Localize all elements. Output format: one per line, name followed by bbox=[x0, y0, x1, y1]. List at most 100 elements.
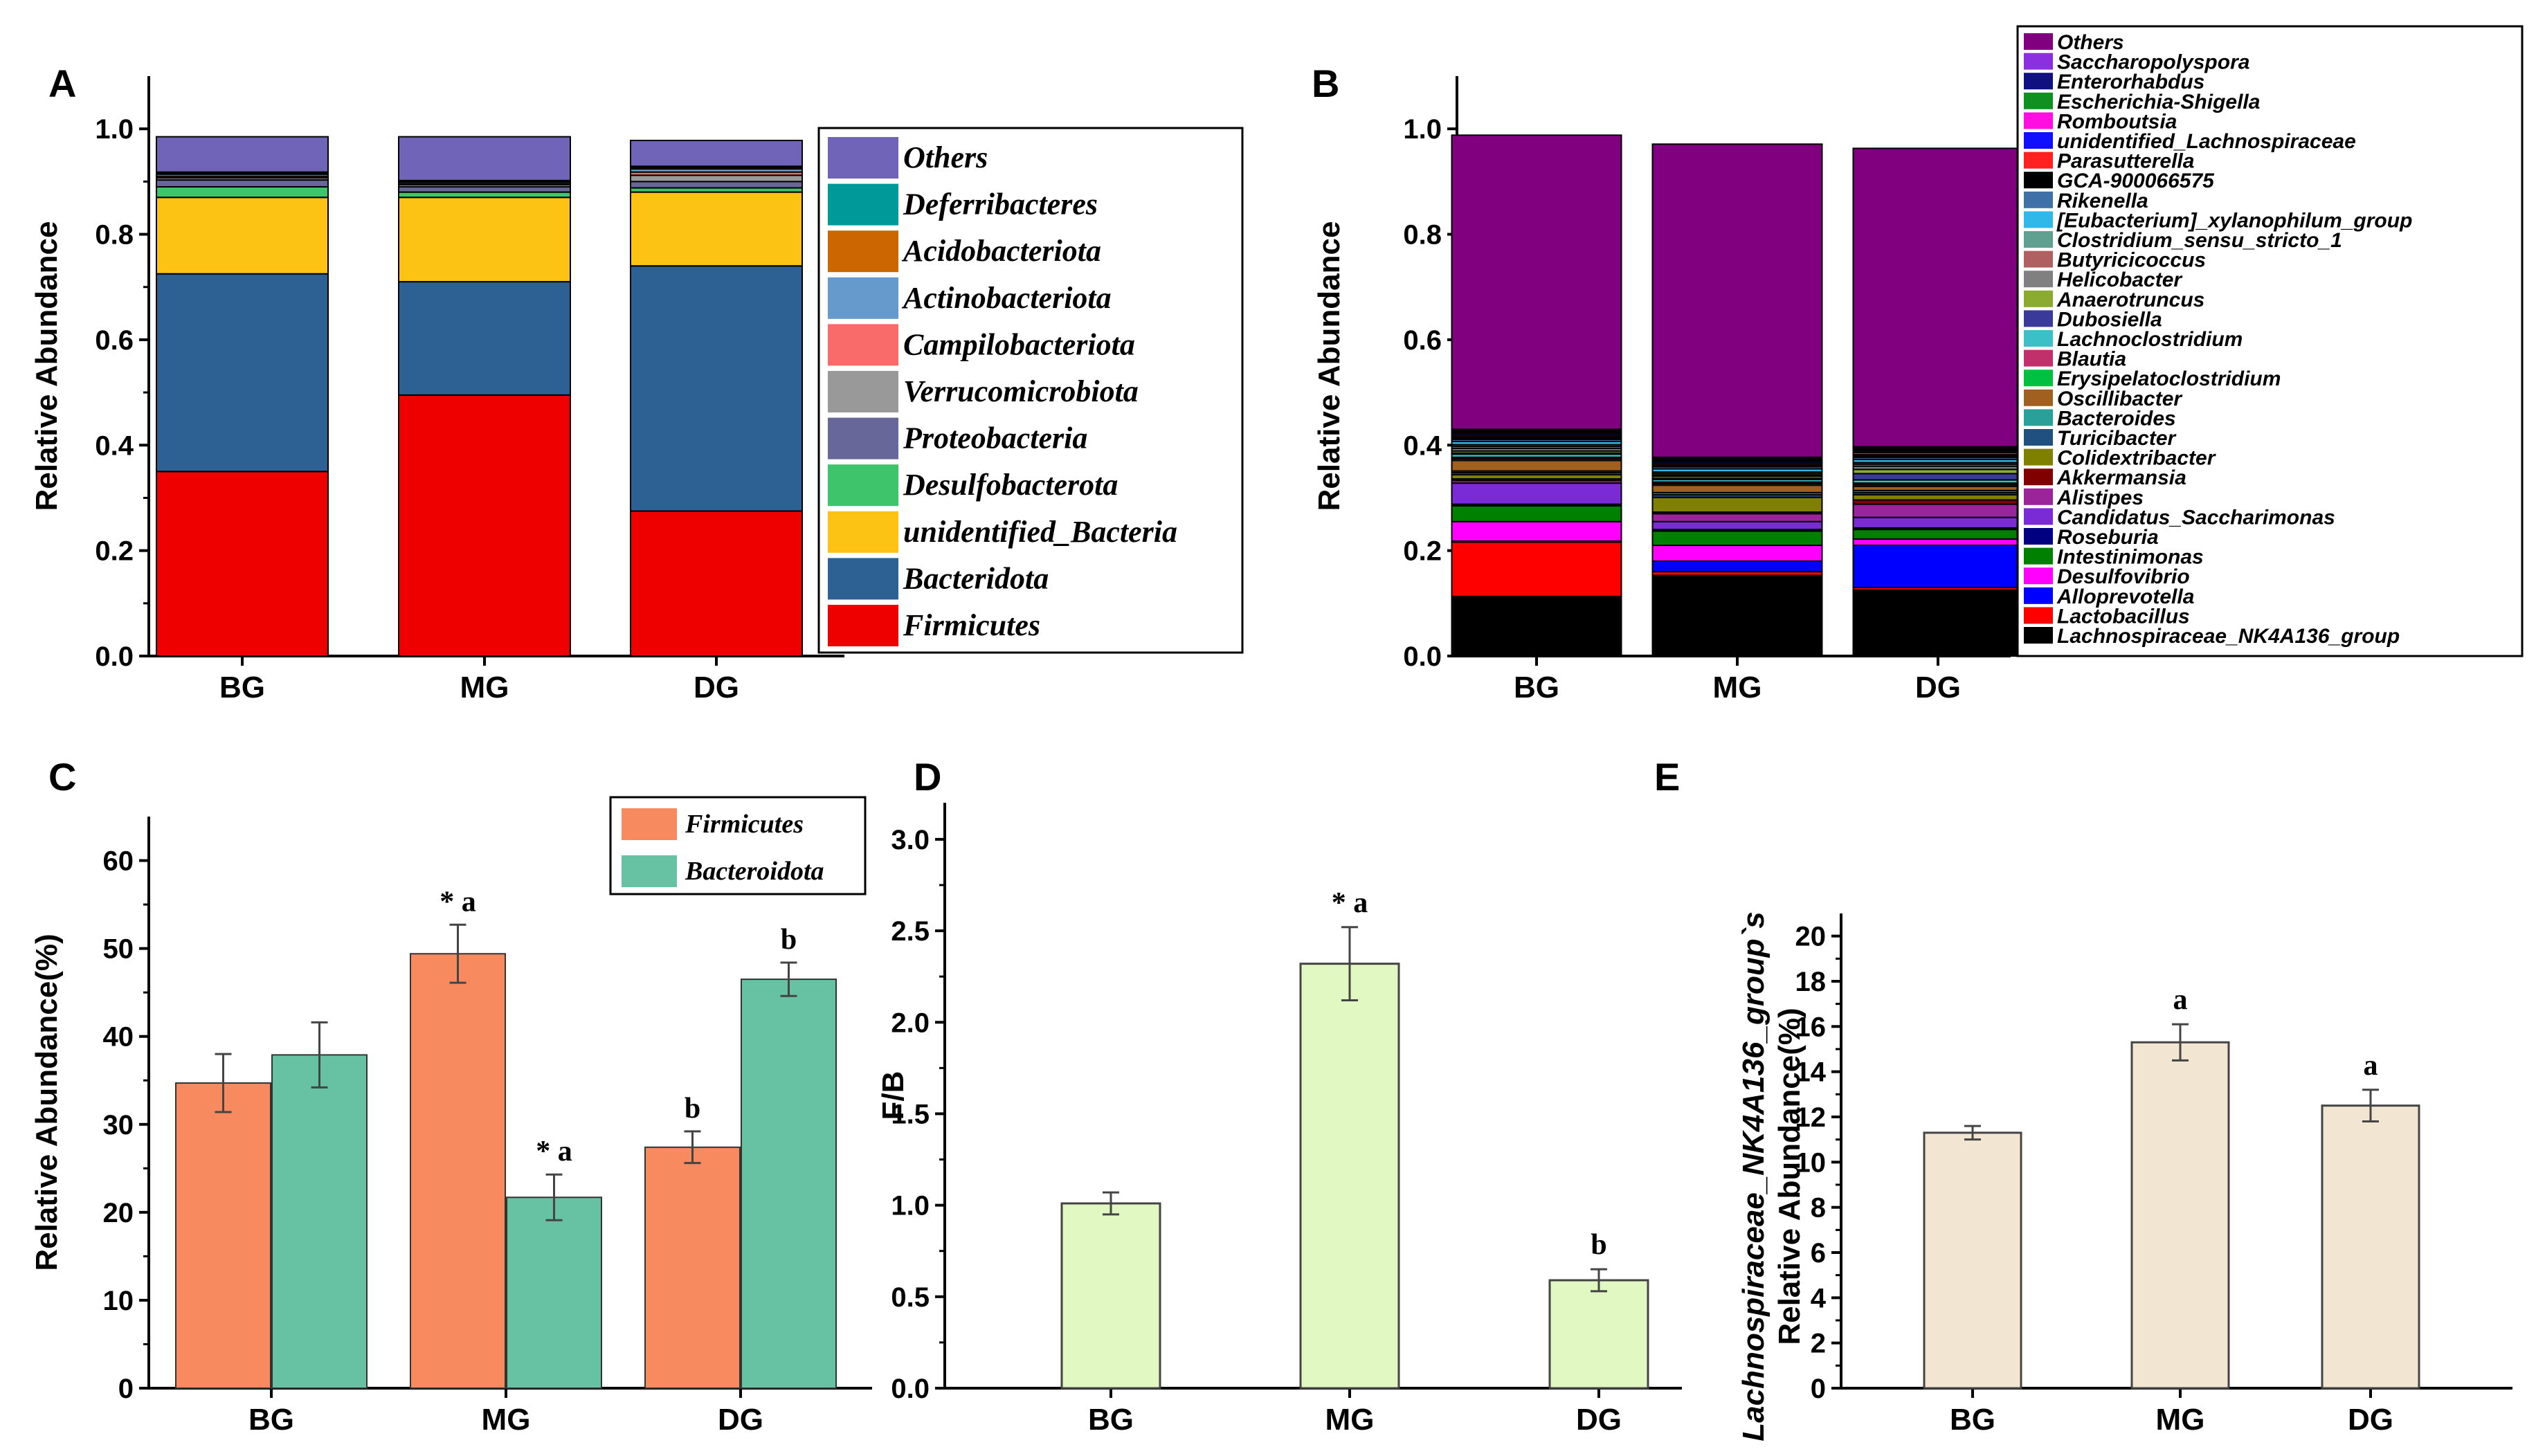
legend-swatch-B bbox=[2024, 132, 2053, 149]
legend-label-B: Dubosiella bbox=[2057, 308, 2162, 331]
legend-swatch-B bbox=[2024, 191, 2053, 208]
legend-swatch-B bbox=[2024, 211, 2053, 228]
bar-segment-B-MG-12 bbox=[1651, 484, 1823, 493]
legend-label-B: Bacteroides bbox=[2057, 407, 2176, 430]
bar-segment-B-MG-3 bbox=[1651, 545, 1823, 562]
legend-swatch-B bbox=[2024, 468, 2053, 486]
y-tick-label-E: 20 bbox=[1795, 922, 1827, 952]
legend-label-A: Campilobacteriota bbox=[903, 327, 1135, 361]
x-tick-label-C: BG bbox=[248, 1403, 294, 1437]
y-axis-title-B: Relative Abundance bbox=[1312, 221, 1346, 511]
bar-segment-A-BG-3 bbox=[156, 185, 329, 199]
legend-swatch-B bbox=[2024, 528, 2053, 545]
legend-label-A: Desulfobacterota bbox=[903, 468, 1118, 502]
legend-label-B: Enterorhabdus bbox=[2057, 71, 2204, 93]
legend-swatch-B bbox=[2024, 508, 2053, 525]
y-tick-label-B: 0.2 bbox=[1403, 536, 1442, 567]
y-tick-label-A: 0.8 bbox=[95, 220, 134, 251]
legend-swatch-B bbox=[2024, 152, 2053, 169]
legend-swatch-B bbox=[2024, 271, 2053, 288]
legend-label-B: Butyricicoccus bbox=[2057, 249, 2206, 272]
bar-segment-A-DG-1 bbox=[630, 265, 803, 512]
legend-swatch-B bbox=[2024, 488, 2053, 505]
legend-swatch-B bbox=[2024, 53, 2053, 70]
legend-label-B: Intestinimonas bbox=[2057, 546, 2204, 569]
bar-segment-B-DG-4 bbox=[1852, 529, 2024, 540]
bar-segment-A-DG-0 bbox=[630, 510, 803, 657]
panel-letter-A: A bbox=[48, 62, 76, 105]
legend-swatch-B bbox=[2024, 607, 2053, 624]
x-tick-label-E: BG bbox=[1950, 1403, 1995, 1437]
y-tick-label-B: 0.6 bbox=[1403, 325, 1442, 356]
legend-label-B: Clostridium_sensu_stricto_1 bbox=[2057, 229, 2342, 252]
legend-label-B: Alistipes bbox=[2056, 486, 2144, 509]
legend-swatch-B bbox=[2024, 429, 2053, 446]
legend-swatch-A bbox=[828, 230, 898, 273]
legend-label-C: Bacteroidota bbox=[685, 857, 824, 886]
legend-label-B: GCA-900066575 bbox=[2057, 170, 2215, 192]
legend-swatch-B bbox=[2024, 370, 2053, 387]
y-tick-label-D: 0.0 bbox=[891, 1374, 930, 1404]
legend-label-C: Firmicutes bbox=[685, 810, 804, 839]
bar-D-MG bbox=[1299, 963, 1400, 1390]
legend-label-B: Lachnospiraceae_NK4A136_group bbox=[2057, 625, 2400, 648]
significance-label-D: * a bbox=[1332, 887, 1368, 919]
y-tick-label-C: 0 bbox=[118, 1374, 134, 1404]
bar-segment-A-MG-3 bbox=[398, 191, 571, 199]
bar-segment-A-BG-0 bbox=[156, 471, 329, 657]
legend-label-B: Erysipelatoclostridium bbox=[2057, 367, 2281, 390]
panel-letter-E: E bbox=[1654, 755, 1680, 799]
legend-label-A: Verrucomicrobiota bbox=[903, 374, 1139, 408]
bar-segment-B-MG-4 bbox=[1651, 530, 1823, 547]
y-axis-title-E-line1: Lachnospiraceae_NK4A136_group`s bbox=[1737, 911, 1770, 1441]
legend-label-B: Desulfovibrio bbox=[2057, 565, 2190, 588]
legend-swatch-B bbox=[2024, 409, 2053, 426]
legend-swatch-B bbox=[2024, 33, 2053, 50]
legend-label-A: unidentified_Bacteria bbox=[903, 515, 1177, 549]
y-tick-label-E: 18 bbox=[1795, 967, 1827, 997]
bar-C-DG-Firmicutes bbox=[644, 1146, 741, 1389]
x-tick-label-D: DG bbox=[1576, 1403, 1622, 1437]
x-tick-label-D: MG bbox=[1325, 1403, 1375, 1437]
bar-segment-B-DG-2 bbox=[1852, 545, 2024, 588]
legend-swatch-B bbox=[2024, 448, 2053, 466]
bar-segment-B-BG-4 bbox=[1451, 504, 1622, 522]
x-tick-label-C: MG bbox=[482, 1403, 531, 1437]
legend-label-B: Helicobacter bbox=[2057, 269, 2183, 291]
x-tick-label-B: DG bbox=[1915, 671, 1961, 704]
bar-segment-A-DG-10 bbox=[630, 139, 803, 167]
bar-E-DG bbox=[2321, 1104, 2420, 1390]
legend-swatch-B bbox=[2024, 251, 2053, 268]
x-tick-label-B: MG bbox=[1713, 671, 1762, 704]
panel-letter-B: B bbox=[1312, 62, 1339, 105]
x-tick-label-E: MG bbox=[2156, 1403, 2205, 1437]
legend-label-B: Lactobacillus bbox=[2057, 605, 2190, 628]
legend-label-B: Roseburia bbox=[2057, 526, 2159, 549]
y-axis-title-A: Relative Abundance bbox=[30, 221, 64, 511]
bar-C-BG-Firmicutes bbox=[175, 1082, 271, 1389]
bar-segment-A-MG-4 bbox=[398, 185, 571, 193]
legend-swatch-A bbox=[828, 324, 898, 366]
legend-swatch-B bbox=[2024, 547, 2053, 565]
legend-swatch-B bbox=[2024, 231, 2053, 248]
legend-label-A: Firmicutes bbox=[903, 608, 1040, 642]
significance-label-C: * a bbox=[536, 1136, 572, 1167]
y-tick-label-D: 1.5 bbox=[891, 1099, 930, 1129]
legend-label-B: Turicibacter bbox=[2057, 427, 2177, 450]
legend-box-B bbox=[2016, 25, 2524, 657]
legend-swatch-B bbox=[2024, 349, 2053, 367]
legend-label-B: Escherichia-Shigella bbox=[2057, 91, 2260, 113]
legend-label-A: Others bbox=[903, 140, 988, 174]
significance-label-D: b bbox=[1591, 1229, 1606, 1261]
y-tick-label-C: 10 bbox=[103, 1286, 134, 1316]
y-tick-label-A: 0.4 bbox=[95, 430, 134, 461]
bar-segment-B-DG-0 bbox=[1852, 589, 2024, 657]
x-tick-label-A: MG bbox=[460, 671, 509, 704]
y-tick-label-E: 14 bbox=[1795, 1057, 1827, 1088]
legend-swatch-A bbox=[828, 605, 898, 646]
legend-label-B: Colidextribacter bbox=[2057, 447, 2217, 470]
legend-swatch-B bbox=[2024, 330, 2053, 347]
legend-swatch-B bbox=[2024, 627, 2053, 644]
x-tick-label-D: BG bbox=[1088, 1403, 1134, 1437]
legend-swatch-C bbox=[622, 808, 677, 840]
